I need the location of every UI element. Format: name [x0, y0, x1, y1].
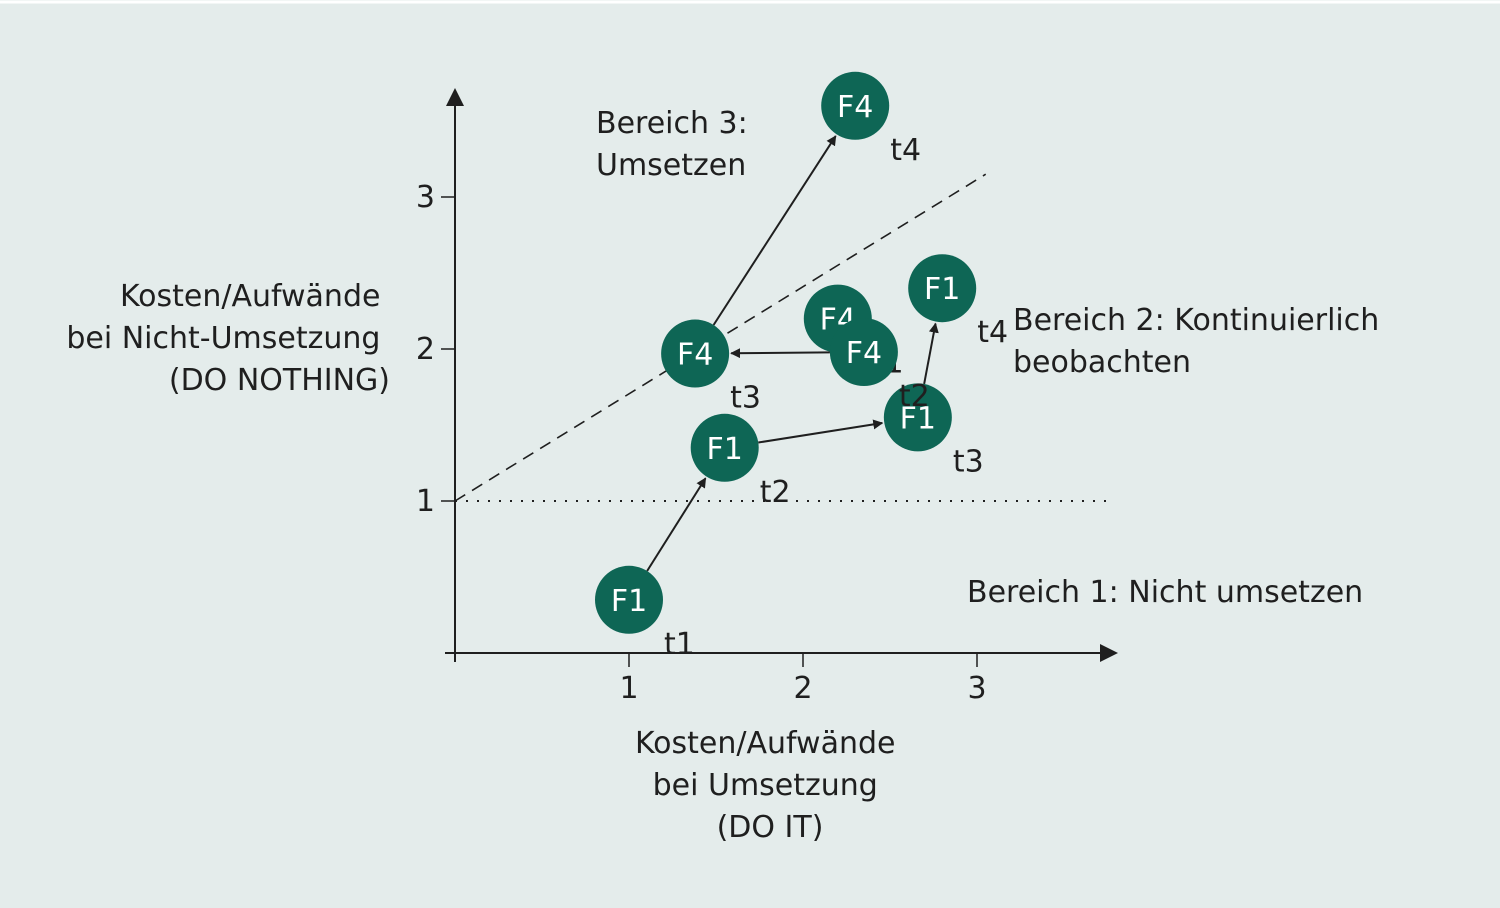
arrow-f1-t1-to-f1-t2: [646, 477, 707, 572]
node-f1-t2: F1 t2: [690, 413, 791, 510]
node-time-label: t3: [953, 444, 984, 479]
arrow-f4-t2-to-f4-t3: [730, 348, 830, 359]
x-axis-label-line1: Kosten/Aufwände: [635, 726, 896, 761]
arrow-f1-t2-to-f1-t3: [758, 419, 884, 444]
region-2-line2: beobachten: [1013, 345, 1191, 380]
node-time-label: t4: [977, 315, 1008, 350]
x-axis-label-line2: bei Umsetzung: [653, 768, 878, 803]
node-time-label: t2: [899, 379, 930, 414]
region-3-line2: Umsetzen: [596, 148, 746, 183]
region-3-line1: Bereich 3:: [596, 106, 748, 141]
node-circle: [908, 254, 977, 323]
node-time-label: t3: [730, 381, 761, 416]
node-time-label: t1: [664, 627, 695, 662]
x-tick-label: 1: [619, 671, 638, 706]
node-circle: [883, 383, 952, 452]
region-2-line1: Bereich 2: Kontinuierlich: [1013, 303, 1379, 338]
x-axis-label-line3: (DO IT): [717, 810, 824, 845]
x-axis-label: Kosten/Aufwände bei Umsetzung (DO IT): [635, 726, 905, 845]
node-circle: [595, 565, 663, 634]
node-label: F1: [707, 432, 743, 467]
nodes: F1t1F1t2F1t3F1t4F4t1F4t2F4t3F4t4: [595, 71, 1008, 662]
node-label: F1: [611, 584, 647, 619]
y-tick-label: 3: [416, 180, 435, 215]
node-f4-t2: F4 t2: [829, 318, 930, 414]
node-time-label: t4: [890, 133, 921, 168]
y-axis-label-line3: (DO NOTHING): [169, 363, 390, 398]
node-label: F1: [924, 272, 960, 307]
node-circle: [661, 319, 730, 388]
node-f4-t3: F4 t3: [661, 319, 761, 416]
node-circle: [690, 413, 759, 482]
x-tick-label: 2: [793, 671, 812, 706]
arrow-f1-t3-to-f1-t4: [923, 322, 939, 385]
node-f1-t1: F1 t1: [595, 565, 695, 662]
node-label: F1: [900, 401, 936, 436]
region-1-label: Bereich 1: Nicht umsetzen: [967, 575, 1363, 610]
y-axis-label-line1: Kosten/Aufwände: [120, 279, 381, 314]
y-axis-label-line2: bei Nicht-Umsetzung: [66, 321, 380, 356]
y-axis-label: Kosten/Aufwände bei Nicht-Umsetzung (DO …: [66, 279, 390, 398]
arrow-f4-t3-to-f4-t4: [712, 135, 837, 326]
region-3-label: Bereich 3: Umsetzen: [596, 106, 757, 183]
axis-ticks: 1 2 3 1 2 3: [416, 180, 987, 706]
node-circle: [821, 71, 890, 140]
region-2-label: Bereich 2: Kontinuierlich beobachten: [1013, 303, 1389, 380]
y-tick-label: 1: [416, 484, 435, 519]
node-circle: [829, 318, 898, 387]
node-f1-t4: F1 t4: [908, 254, 1008, 350]
node-f4-t4: F4 t4: [821, 71, 921, 168]
node-label: F4: [846, 336, 882, 371]
node-label: F4: [837, 90, 873, 125]
x-tick-label: 3: [967, 671, 986, 706]
node-f1-t3: F1 t3: [883, 383, 984, 479]
node-time-label: t2: [760, 475, 791, 510]
node-label: F4: [677, 338, 713, 373]
y-tick-label: 2: [416, 332, 435, 367]
